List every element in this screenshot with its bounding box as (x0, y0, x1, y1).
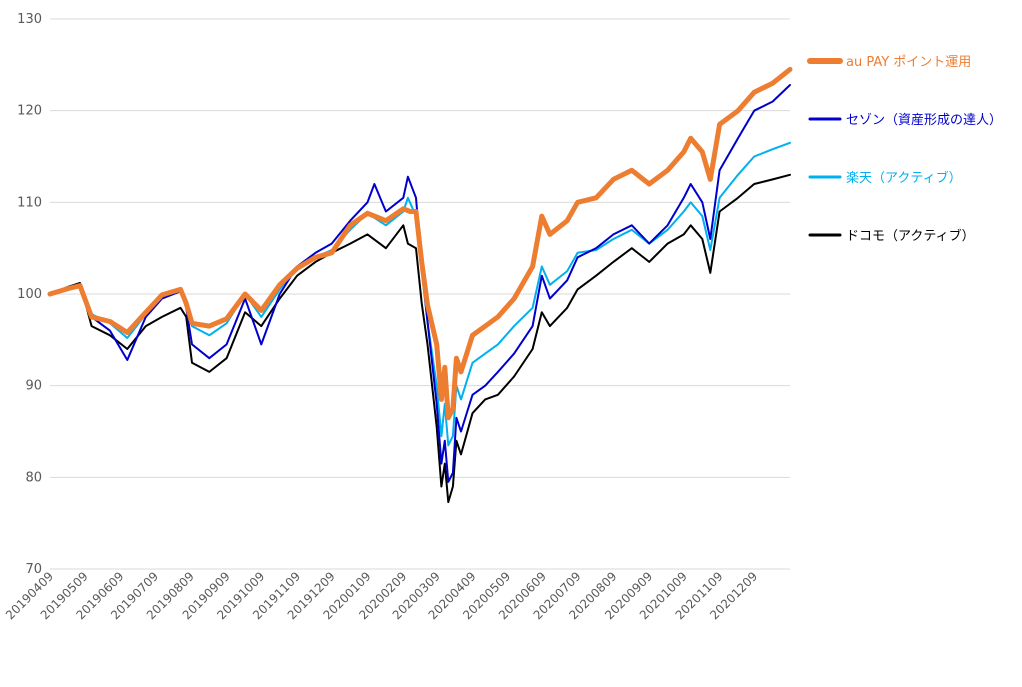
y-tick-label: 120 (17, 104, 42, 119)
y-tick-label: 110 (17, 195, 42, 210)
y-tick-label: 80 (25, 470, 42, 485)
x-axis: 2019040920190509201906092019070920190809… (3, 569, 760, 622)
series-lines (47, 66, 793, 504)
series-line-1 (49, 84, 791, 483)
y-axis: 70 80 90 100 110 120 130 (17, 12, 42, 577)
legend-label: セゾン（資産形成の達人） (846, 112, 1002, 128)
y-tick-label: 100 (17, 287, 42, 302)
legend-label: 楽天（アクティブ） (846, 170, 962, 186)
legend-label: au PAY ポイント運用 (846, 55, 971, 70)
legend-label: ドコモ（アクティブ） (846, 228, 975, 244)
series-line-3 (49, 173, 791, 504)
y-tick-label: 90 (25, 379, 42, 394)
y-tick-label: 70 (25, 562, 42, 577)
series-line-0 (47, 66, 793, 421)
y-tick-label: 130 (17, 12, 42, 27)
